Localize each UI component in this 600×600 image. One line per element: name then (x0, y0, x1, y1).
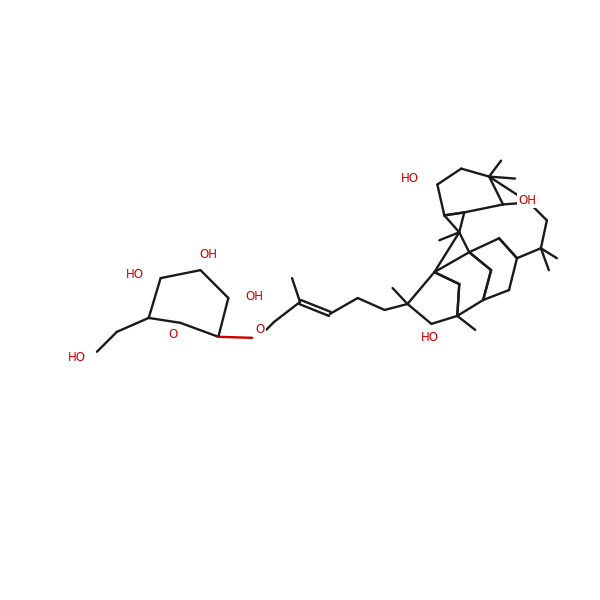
Text: HO: HO (126, 268, 144, 281)
Text: HO: HO (68, 351, 86, 364)
Text: O: O (256, 323, 265, 337)
Text: OH: OH (518, 194, 536, 207)
Text: OH: OH (245, 290, 263, 302)
Text: HO: HO (421, 331, 439, 344)
Text: HO: HO (400, 172, 418, 185)
Text: OH: OH (199, 248, 217, 261)
Text: O: O (168, 328, 177, 341)
